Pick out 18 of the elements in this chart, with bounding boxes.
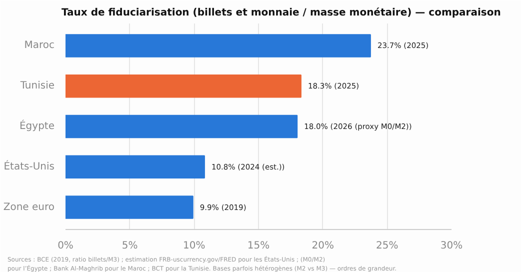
chart-title: Taux de fiduciarisation (billets et monnaie / masse monétaire) — comparaison (62, 8, 501, 18)
y-tick-label: Égypte (19, 119, 55, 132)
bar (66, 74, 302, 98)
bar (66, 114, 298, 138)
x-tick-label: 10% (183, 240, 206, 252)
bar (66, 155, 205, 178)
x-tick-label: 15% (247, 240, 270, 252)
bar (66, 196, 194, 219)
bar (66, 34, 371, 58)
y-tick-label: États-Unis (4, 159, 55, 172)
x-tick-label: 5% (122, 240, 138, 252)
y-tick-label: Zone euro (3, 202, 55, 213)
x-tick-label: 0% (58, 240, 74, 252)
x-tick-label: 25% (376, 240, 398, 252)
y-tick-label: Tunisie (19, 80, 55, 92)
x-tick-label: 30% (440, 240, 463, 252)
y-tick-label: Maroc (24, 40, 54, 52)
x-tick-label: 20% (312, 240, 334, 252)
